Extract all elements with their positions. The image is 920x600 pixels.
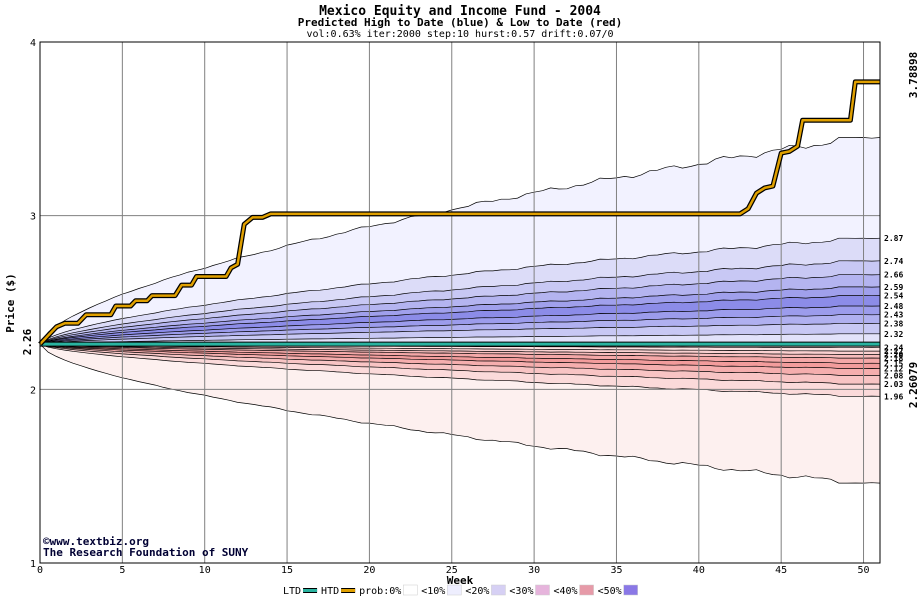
credit-line-2: The Research Foundation of SUNY	[43, 546, 249, 559]
x-tick-label: 0	[37, 565, 43, 576]
plot-area: 2.87 2.74 2.66 2.592.542.482.432.38 2.32 1.96…	[30, 38, 903, 576]
high-band-line-9	[39, 333, 880, 345]
low-band-line-4	[39, 343, 881, 369]
low-band-label-6: 2.18	[884, 354, 903, 363]
high-band-line-3	[39, 274, 881, 345]
low-band-label-4: 2.12	[884, 364, 903, 373]
high-band-label-5: 2.54	[884, 292, 903, 301]
x-tick-label: 25	[446, 565, 458, 576]
y-axis-label: Price ($)	[4, 273, 17, 333]
high-band-line-7	[39, 314, 881, 345]
legend-label-5: <30%	[509, 586, 533, 597]
x-tick-label: 5	[119, 565, 125, 576]
x-tick-label: 35	[610, 565, 622, 576]
x-tick-label: 15	[281, 565, 293, 576]
high-band-line-1	[39, 237, 881, 345]
high-band-line-4	[39, 286, 881, 345]
legend-label-0: LTD	[283, 586, 301, 597]
y-tick-label: 2	[30, 385, 36, 396]
high-band-line-2	[39, 260, 881, 345]
legend-swatch-7	[623, 584, 638, 596]
high-band-label-9: 2.32	[884, 330, 903, 339]
low-band-label-2: 2.03	[884, 380, 903, 389]
credit-line-1: ©www.textbiz.org	[43, 535, 149, 548]
low-band-line-5	[39, 343, 881, 364]
high-band-label-2: 2.74	[884, 257, 903, 266]
end-low-label: 2.26079	[907, 362, 920, 408]
x-tick-label: 40	[693, 565, 705, 576]
plot-frame	[39, 41, 881, 564]
high-band-label-4: 2.59	[884, 283, 903, 292]
x-tick-label: 10	[199, 565, 211, 576]
high-band-9	[40, 333, 880, 345]
legend-label-2: prob:0%	[359, 586, 401, 597]
y-tick-label: 4	[30, 38, 36, 49]
legend-label-7: <50%	[598, 586, 622, 597]
high-band-label-6: 2.48	[884, 302, 903, 311]
legend-label-4: <20%	[465, 586, 489, 597]
y-tick-label: 1	[30, 559, 36, 570]
low-band-line-6	[39, 343, 881, 359]
legend-swatch-4	[491, 584, 506, 596]
legend-label-3: <10%	[421, 586, 445, 597]
x-tick-label: 20	[363, 565, 375, 576]
high-band-line-0	[39, 137, 881, 345]
low-band-label-8: 2.22	[884, 347, 903, 356]
high-band-label-1: 2.87	[884, 234, 903, 243]
legend-line-1	[341, 589, 356, 592]
high-band-line-8	[39, 322, 881, 345]
legend-label-1: HTD	[321, 586, 339, 597]
low-band-label-9: 2.24	[884, 344, 903, 353]
legend-label-6: <40%	[554, 586, 578, 597]
chart-title: Mexico Equity and Income Fund - 2004	[319, 4, 601, 19]
htd-line	[39, 80, 880, 346]
low-band-label-1: 1.96	[884, 392, 903, 401]
low-band-line-7	[39, 343, 880, 355]
legend-line-0	[303, 589, 318, 592]
low-band-label-7: 2.20	[884, 351, 903, 360]
legend: LTD HTD prob:0% <10% <20% <30% <40% <50%	[283, 584, 638, 597]
high-band-label-7: 2.43	[884, 311, 903, 320]
x-tick-label: 30	[528, 565, 540, 576]
y-tick-label: 3	[30, 212, 36, 223]
legend-swatch-3	[447, 584, 462, 596]
start-price-label: 2.26	[21, 328, 34, 355]
x-tick-label: 50	[858, 565, 870, 576]
low-band-label-3: 2.08	[884, 371, 903, 380]
chart-subtitle: Predicted High to Date (blue) & Low to D…	[298, 16, 623, 29]
high-band-line-6	[39, 305, 881, 345]
low-band-line-0	[39, 343, 881, 484]
high-band-label-3: 2.66	[884, 271, 903, 280]
high-band-line-5	[39, 295, 881, 345]
end-high-label: 3.78898	[907, 52, 920, 98]
legend-swatch-5	[535, 584, 550, 596]
low-band-line-3	[39, 343, 881, 376]
x-tick-label: 45	[775, 565, 787, 576]
x-axis-label: Week	[447, 574, 474, 587]
high-band-label-8: 2.38	[884, 319, 903, 328]
legend-swatch-2	[403, 584, 418, 596]
low-band-line-1	[39, 343, 881, 397]
low-band-line-2	[39, 343, 881, 385]
legend-swatch-6	[579, 584, 594, 596]
chart-params: vol:0.63% iter:2000 step:10 hurst:0.57 d…	[306, 29, 613, 40]
low-band-label-5: 2.15	[884, 359, 903, 368]
